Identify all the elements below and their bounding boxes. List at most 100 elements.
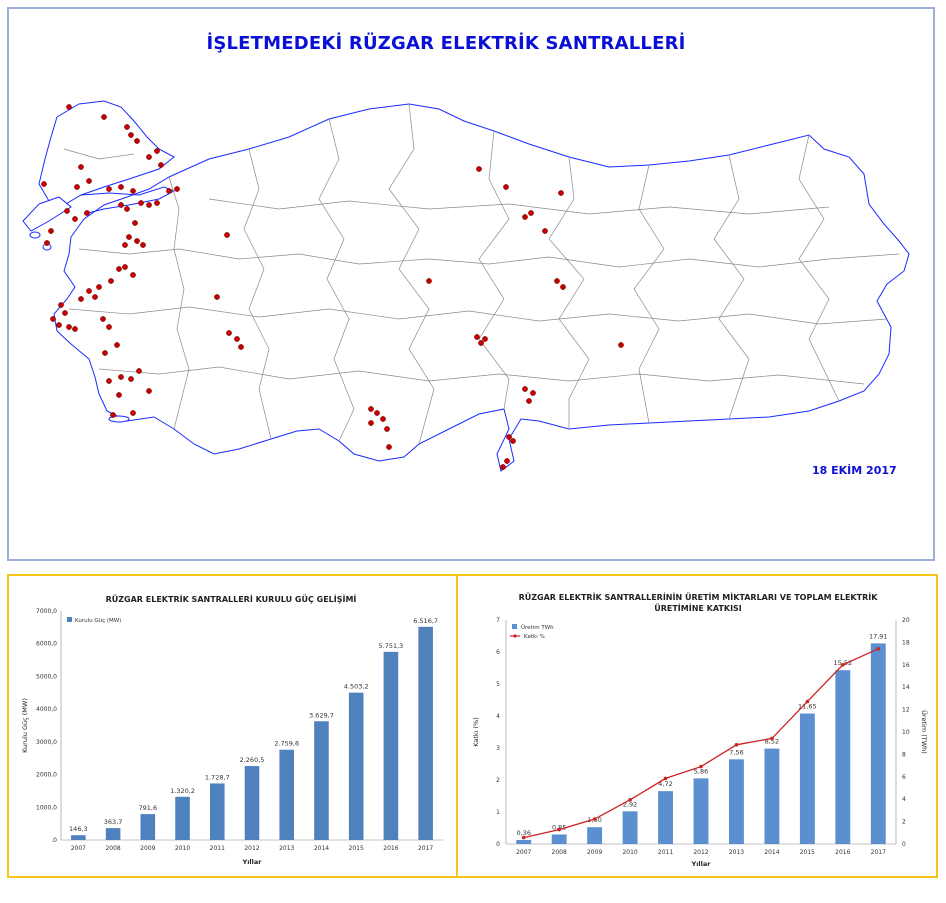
chart2-line-point bbox=[876, 647, 881, 651]
chart2-bar bbox=[764, 748, 780, 844]
wind-plant-marker bbox=[226, 330, 232, 336]
chart1-bar-label: 2.759,6 bbox=[274, 740, 299, 748]
island bbox=[29, 231, 41, 239]
chart2-y-right-axis-label: Üretim (TWh) bbox=[920, 710, 929, 754]
chart1-bar-label: 6.516,7 bbox=[413, 617, 438, 625]
wind-plant-marker bbox=[96, 284, 102, 290]
wind-plant-marker bbox=[558, 190, 564, 196]
wind-plant-marker bbox=[384, 426, 390, 432]
chart1-y-tick-label: 4000,0 bbox=[36, 706, 57, 713]
chart2-x-axis-label: Yıllar bbox=[691, 860, 712, 868]
wind-plant-marker bbox=[118, 202, 124, 208]
turkey-map bbox=[22, 100, 910, 472]
wind-plant-marker bbox=[214, 294, 220, 300]
chart2-line-point bbox=[592, 817, 597, 821]
chart2-line-point bbox=[734, 743, 739, 747]
wind-plant-marker bbox=[174, 186, 180, 192]
chart2-y-right-tick-label: 4 bbox=[902, 796, 906, 803]
wind-plant-marker bbox=[110, 412, 116, 418]
chart1-y-tick-label: .0 bbox=[51, 837, 57, 844]
chart2-y-right-tick-label: 12 bbox=[902, 707, 910, 714]
wind-plant-marker bbox=[618, 342, 624, 348]
chart2-y-left-tick-label: 1 bbox=[496, 809, 500, 816]
wind-plant-marker bbox=[526, 398, 532, 404]
wind-plant-marker bbox=[146, 154, 152, 160]
chart1-bar-label: 2.260,5 bbox=[240, 756, 265, 764]
marmara-coastline bbox=[80, 186, 176, 215]
chart1-bar bbox=[244, 766, 260, 840]
chart1-bar-label: 1.320,2 bbox=[170, 787, 195, 795]
chart2-bar-label: 5,86 bbox=[694, 767, 708, 775]
chart2-y-right-tick-label: 20 bbox=[902, 617, 910, 624]
chart2-y-left-tick-label: 2 bbox=[496, 777, 500, 784]
chart2-x-tick-label: 2014 bbox=[764, 849, 779, 856]
chart1-x-tick-label: 2010 bbox=[175, 845, 190, 852]
chart1-x-axis-label: Yıllar bbox=[242, 858, 263, 866]
wind-plant-marker bbox=[374, 410, 380, 416]
chart2-line-point bbox=[663, 776, 668, 781]
chart2-bar-label: 11,65 bbox=[798, 703, 817, 711]
wind-plant-marker bbox=[92, 294, 98, 300]
wind-plant-marker bbox=[522, 214, 528, 220]
wind-plant-marker bbox=[368, 420, 374, 426]
chart1-title: RÜZGAR ELEKTRİK SANTRALLERİ KURULU GÜÇ G… bbox=[106, 594, 357, 604]
wind-plant-marker bbox=[140, 242, 146, 248]
chart1-x-tick-label: 2007 bbox=[71, 845, 86, 852]
thrace-coastline bbox=[38, 100, 175, 206]
chart1-bar bbox=[348, 692, 364, 840]
wind-plant-marker bbox=[474, 334, 480, 340]
wind-plant-marker bbox=[64, 208, 70, 214]
chart2-x-tick-label: 2016 bbox=[835, 849, 850, 856]
wind-plant-marker bbox=[224, 232, 230, 238]
wind-plant-marker bbox=[130, 410, 136, 416]
chart1-x-tick-label: 2009 bbox=[140, 845, 155, 852]
chart2-line-point bbox=[770, 736, 774, 741]
chart1-bar bbox=[314, 721, 329, 840]
wind-plant-marker bbox=[500, 464, 506, 470]
province-borders bbox=[63, 103, 900, 445]
wind-plant-marker bbox=[130, 188, 136, 194]
wind-plant-marker bbox=[41, 181, 47, 187]
wind-plant-marker bbox=[126, 234, 132, 240]
wind-plant-marker bbox=[66, 324, 72, 330]
chart1-x-tick-label: 2014 bbox=[314, 845, 329, 852]
anatolia-coastline bbox=[53, 103, 910, 472]
wind-plant-marker bbox=[58, 302, 64, 308]
wind-plant-marker bbox=[78, 296, 84, 302]
chart1-y-tick-label: 7000,0 bbox=[36, 608, 57, 615]
chart1-bar-label: 363,7 bbox=[104, 818, 123, 826]
wind-plant-marker bbox=[380, 416, 386, 422]
wind-plant-markers bbox=[41, 104, 624, 470]
wind-plant-marker bbox=[130, 272, 136, 278]
wind-plant-marker bbox=[368, 406, 374, 412]
wind-plant-marker bbox=[154, 200, 160, 206]
chart1-bar-label: 146,3 bbox=[69, 825, 88, 833]
gallipoli-coastline bbox=[22, 196, 72, 232]
chart2-y-right-tick-label: 16 bbox=[902, 662, 910, 669]
wind-plant-marker bbox=[66, 104, 72, 110]
wind-plant-marker bbox=[528, 210, 534, 216]
wind-plant-marker bbox=[108, 278, 114, 284]
chart2-bar-label: 8,52 bbox=[765, 738, 779, 746]
wind-plant-marker bbox=[542, 228, 548, 234]
chart2-x-tick-label: 2011 bbox=[658, 849, 673, 856]
chart1-y-tick-label: 1000,0 bbox=[36, 804, 57, 811]
chart1-y-tick-label: 2000,0 bbox=[36, 772, 57, 779]
installed-capacity-chart: RÜZGAR ELEKTRİK SANTRALLERİ KURULU GÜÇ G… bbox=[21, 594, 443, 866]
wind-plant-marker bbox=[72, 216, 78, 222]
chart2-y-right-tick-label: 14 bbox=[902, 684, 910, 691]
chart2-y-right-tick-label: 2 bbox=[902, 819, 906, 826]
chart2-y-right-tick-label: 10 bbox=[902, 729, 910, 736]
chart1-legend-swatch bbox=[67, 617, 72, 622]
chart2-y-right-tick-label: 8 bbox=[902, 751, 906, 758]
chart1-bar bbox=[209, 783, 225, 840]
wind-plant-marker bbox=[106, 186, 112, 192]
wind-plant-marker bbox=[116, 266, 122, 272]
chart2-bar bbox=[587, 827, 603, 844]
chart2-bar bbox=[693, 778, 709, 844]
chart2-bar bbox=[551, 834, 567, 844]
chart2-legend-bar-label: Üretim TWh bbox=[521, 624, 554, 631]
charts-panel: RÜZGAR ELEKTRİK SANTRALLERİ KURULU GÜÇ G… bbox=[7, 574, 938, 878]
wind-plant-marker bbox=[476, 166, 482, 172]
chart1-bar bbox=[383, 651, 399, 840]
